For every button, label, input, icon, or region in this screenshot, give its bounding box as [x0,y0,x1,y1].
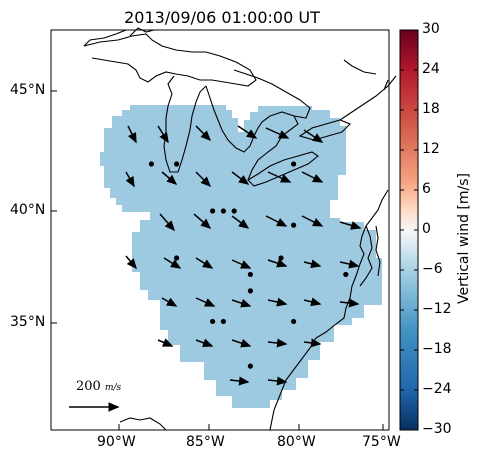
wind-arrow [303,338,322,348]
station-dot [148,161,154,167]
wind-arrow [195,257,214,269]
wind-arrow [195,125,212,142]
wind-arrow [163,257,182,269]
lake-erie-outline [247,151,319,187]
station-dots [148,161,349,369]
wind-arrow [339,221,362,230]
wind-arrow [231,338,252,348]
wind-arrow [231,215,250,229]
wind-arrow [195,338,214,348]
wind-arrow [267,258,288,268]
station-dot [343,271,349,278]
colorbar-tick-label: 24 [422,61,440,77]
station-dot [291,318,297,325]
colorbar-tick-label: −24 [422,381,452,397]
station-dot [210,208,216,214]
gulf-coast-outline [119,417,167,431]
station-dot [210,318,216,325]
lon-label-85w: 85°W [186,434,225,450]
wind-arrow [339,259,360,269]
colorbar-tick-label: 18 [422,101,440,117]
wind-arrow [265,127,290,139]
lon-label-90w: 90°W [97,434,136,450]
wind-arrow [265,215,288,227]
lat-label-35n: 35°N [10,314,46,330]
wind-arrow [231,298,252,308]
colorbar-label: Vertical wind [m/s] [456,173,472,304]
station-dot [278,255,284,261]
chesapeake-outline [359,225,381,287]
wind-arrow [125,171,135,188]
wind-arrow [237,125,258,139]
colorbar-tick-label: −6 [422,261,443,277]
wind-arrow [231,171,250,185]
station-dot [174,255,180,261]
wind-arrow [125,255,137,270]
station-dot [220,318,226,325]
station-dot [247,271,253,278]
lake-huron-outline [205,85,299,181]
station-dot [291,161,297,167]
colorbar-tick-label: 30 [422,21,440,37]
station-dot [247,288,253,294]
wind-arrow [267,376,288,386]
wind-arrow [229,376,250,386]
lat-label-45n: 45°N [10,82,46,98]
wind-arrow [193,213,212,229]
station-dot [174,161,180,167]
colorbar-tick-label: −30 [422,421,452,437]
lon-label-80w: 80°W [277,434,316,450]
colorbar-tick-label: −12 [422,301,452,317]
wind-arrow [157,338,174,347]
wind-arrow [339,298,360,308]
wind-arrow [161,297,178,307]
map-frame [50,29,390,431]
wind-arrow [231,259,252,269]
axis-ticks [51,90,384,430]
wind-arrow [127,125,137,144]
wind-arrow [161,171,178,185]
scale-arrow-label: 200 m/s [76,379,121,394]
st-lawrence-outline [339,59,397,121]
figure-title: 2013/09/06 01:00:00 UT [124,8,320,27]
lake-superior-outline [83,33,257,87]
wind-arrow [195,171,212,188]
scale-unit: m/s [104,383,122,393]
wind-arrow [159,213,175,232]
colorbar-tick-label: 12 [422,141,440,157]
georgian-bay-outline [233,69,311,119]
wind-arrow [301,171,324,183]
wind-arrow [303,129,324,143]
wind-arrow [267,297,288,307]
atlantic-coast-outline [269,189,389,431]
station-dot [231,208,237,214]
wind-arrow [195,297,216,307]
station-dot [247,363,253,369]
station-dot [220,208,226,214]
lake-michigan-outline [163,75,207,173]
lon-label-75w: 75°W [362,434,401,450]
wind-arrow [267,338,288,348]
colorbar-tick-label: −18 [422,341,452,357]
colorbar-tick-label: 6 [422,181,431,197]
wind-arrow [157,125,169,144]
colorbar-ticks [400,29,418,431]
lat-label-40n: 40°N [10,202,46,218]
wind-arrow [301,215,324,227]
wind-arrow [267,171,292,183]
wind-arrow [303,297,322,307]
colorbar-tick-label: 0 [422,221,431,237]
scale-value: 200 [76,379,101,394]
wind-arrow [303,259,322,269]
station-dot [291,222,297,228]
wind-vectors [125,125,362,386]
